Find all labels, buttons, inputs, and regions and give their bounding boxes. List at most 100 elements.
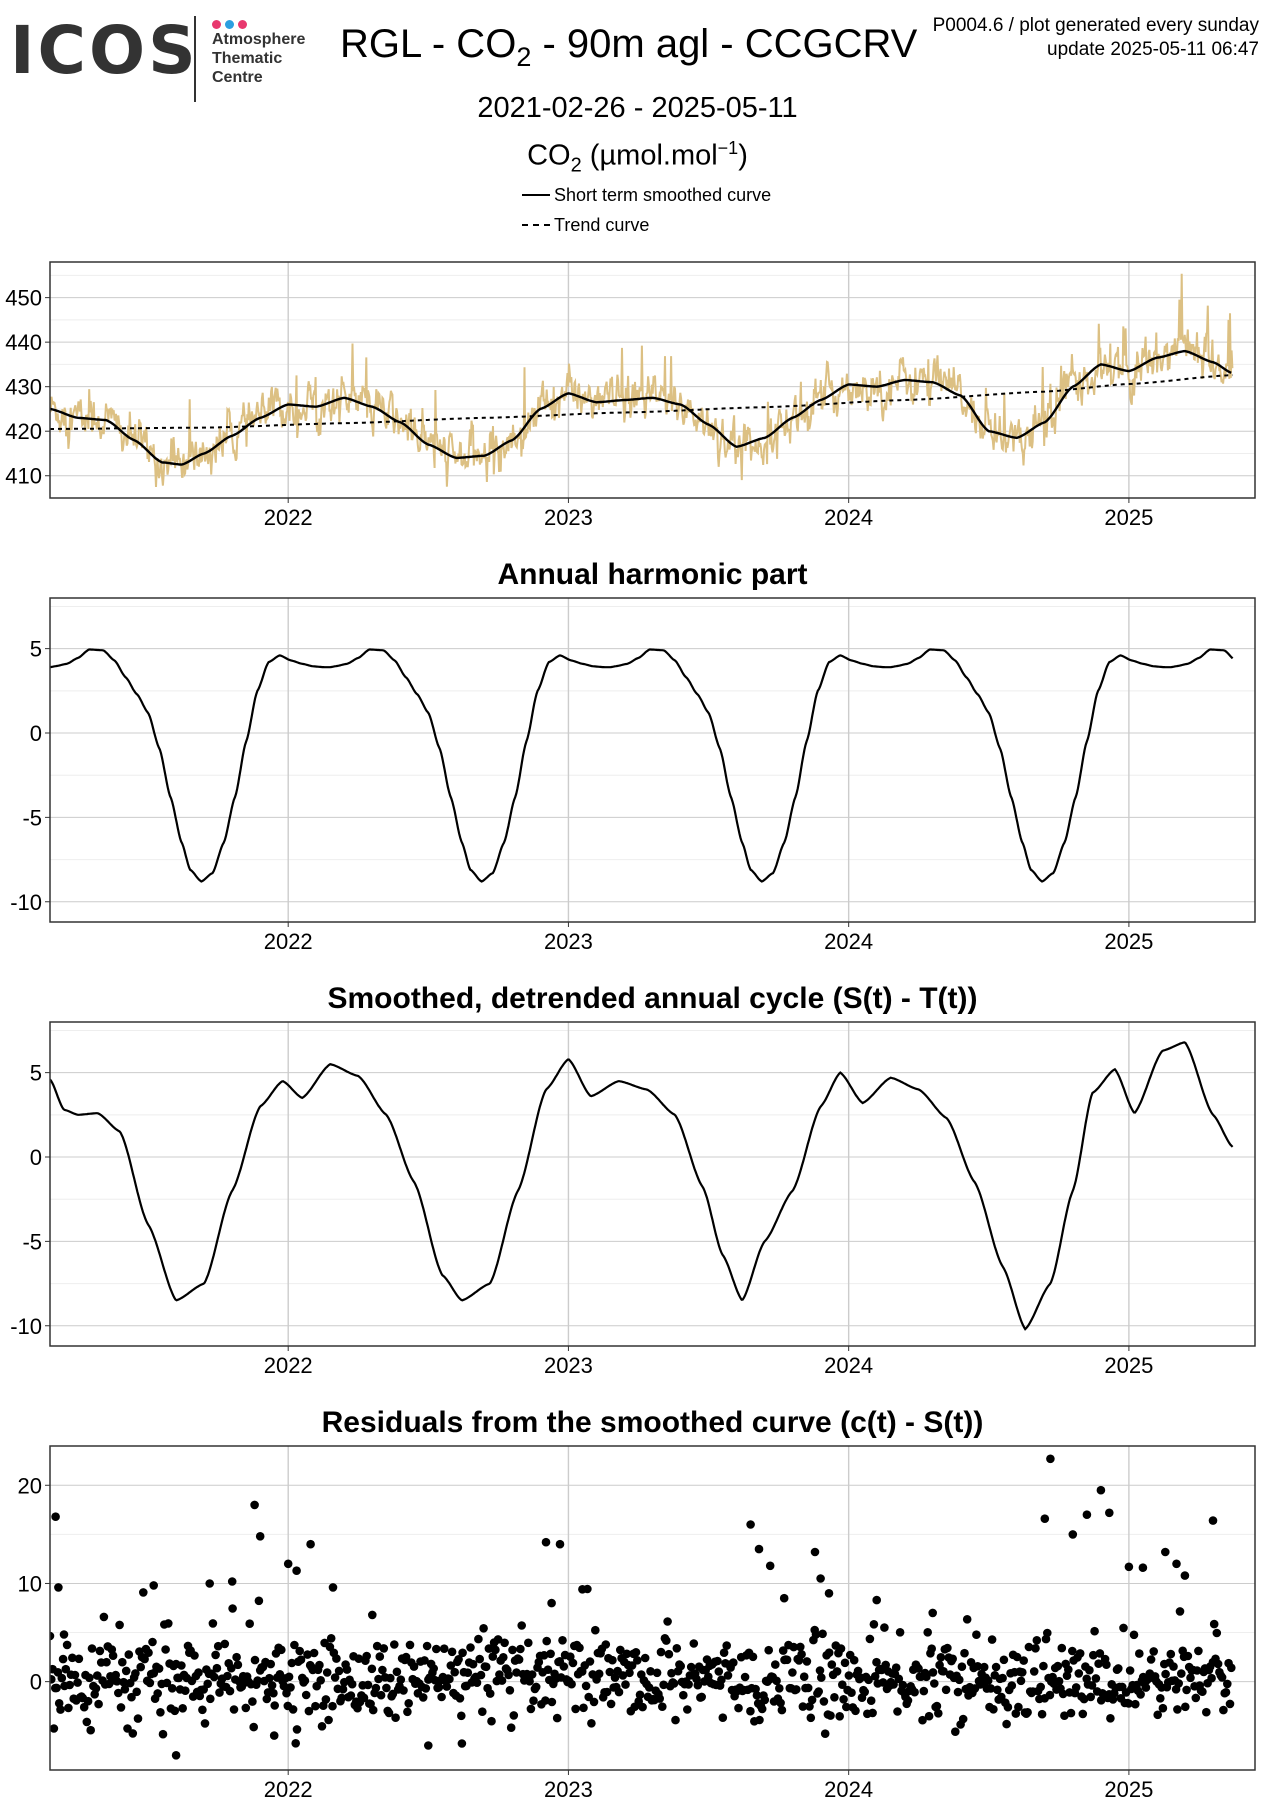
residual-point	[1105, 1508, 1114, 1518]
residual-point	[296, 1655, 306, 1664]
residual-point	[1046, 1454, 1055, 1464]
residual-point	[729, 1658, 738, 1667]
residual-point	[814, 1687, 823, 1696]
residual-point	[54, 1583, 63, 1592]
residual-point	[1096, 1485, 1106, 1495]
residual-point	[718, 1713, 728, 1722]
residual-point	[1087, 1681, 1097, 1690]
residual-point	[1068, 1530, 1078, 1539]
residual-point	[830, 1693, 839, 1702]
x-tick-label: 2025	[1104, 1353, 1153, 1378]
residual-point	[491, 1645, 500, 1655]
residual-point	[872, 1595, 881, 1605]
plot-area	[50, 273, 1234, 488]
date-range: 2021-02-26 - 2025-05-11	[477, 92, 798, 124]
residual-point	[277, 1645, 286, 1655]
residual-point	[989, 1705, 998, 1714]
residual-point	[223, 1671, 232, 1681]
residual-point	[868, 1708, 877, 1718]
residual-point	[853, 1666, 863, 1676]
residual-point	[585, 1657, 595, 1666]
legend-solid-line	[522, 194, 550, 196]
residual-point	[1149, 1647, 1158, 1656]
residual-point	[889, 1680, 898, 1689]
residual-point	[851, 1706, 860, 1716]
residual-point	[1036, 1682, 1045, 1692]
residual-point	[614, 1687, 624, 1697]
plot-area	[50, 1454, 1236, 1760]
residual-point	[342, 1665, 352, 1674]
residual-point	[64, 1703, 73, 1713]
residual-point	[463, 1668, 473, 1677]
residual-point	[112, 1677, 122, 1686]
residual-point	[286, 1683, 295, 1692]
residual-point	[936, 1653, 946, 1662]
residual-point	[375, 1652, 385, 1661]
residual-point	[315, 1660, 324, 1670]
x-tick-label: 2023	[544, 1777, 593, 1800]
residual-point	[881, 1660, 890, 1670]
residual-point	[248, 1697, 257, 1706]
residual-point	[367, 1664, 377, 1674]
residual-point	[618, 1671, 628, 1680]
residual-point	[923, 1628, 932, 1637]
residual-point	[962, 1615, 972, 1624]
residual-point	[455, 1694, 465, 1703]
residual-point	[734, 1703, 743, 1713]
residual-point	[943, 1643, 952, 1653]
residual-point	[953, 1687, 963, 1697]
residual-point	[267, 1681, 277, 1690]
residual-point	[601, 1640, 611, 1649]
residual-point	[194, 1668, 203, 1677]
residual-point	[806, 1713, 816, 1723]
residual-point	[689, 1639, 699, 1648]
residual-point	[578, 1585, 587, 1594]
residual-point	[755, 1715, 764, 1725]
residual-point	[1207, 1673, 1216, 1683]
residual-point	[1156, 1694, 1165, 1703]
residual-point	[880, 1623, 889, 1632]
residual-point	[1053, 1661, 1063, 1671]
residual-point	[1086, 1692, 1095, 1702]
residual-point	[717, 1675, 726, 1685]
residual-point	[322, 1668, 332, 1677]
residual-point	[205, 1579, 214, 1588]
residual-point	[62, 1640, 72, 1650]
residual-point	[434, 1683, 444, 1692]
residual-point	[671, 1715, 680, 1725]
residual-point	[288, 1705, 298, 1714]
residual-point	[499, 1653, 508, 1662]
residual-point	[667, 1668, 676, 1678]
residual-point	[1024, 1642, 1034, 1652]
residual-point	[82, 1717, 92, 1727]
residual-point	[1090, 1626, 1099, 1636]
residual-point	[295, 1646, 305, 1656]
residual-point	[114, 1688, 123, 1698]
residual-point	[547, 1697, 557, 1707]
residual-point	[514, 1655, 524, 1664]
residual-point	[287, 1658, 297, 1668]
residual-point	[746, 1706, 755, 1716]
residual-point	[328, 1701, 337, 1711]
residual-point	[633, 1656, 642, 1665]
residual-point	[543, 1665, 553, 1674]
residual-point	[1043, 1628, 1052, 1638]
residual-point	[164, 1619, 173, 1628]
residual-point	[475, 1654, 485, 1664]
residual-point	[457, 1739, 467, 1748]
residual-point	[1213, 1659, 1223, 1669]
residual-point	[1124, 1699, 1134, 1708]
residual-point	[208, 1619, 218, 1628]
residual-point	[429, 1664, 439, 1673]
residual-point	[646, 1667, 655, 1676]
panel-title: Residuals from the smoothed curve (c(t) …	[322, 1406, 984, 1439]
residual-point	[505, 1686, 515, 1695]
residual-point	[332, 1654, 341, 1663]
residual-point	[644, 1683, 654, 1692]
panel-frame	[49, 597, 1256, 923]
residual-point	[558, 1636, 567, 1645]
residual-point	[568, 1658, 578, 1668]
residual-point	[842, 1702, 851, 1712]
smoothed-curve	[50, 349, 1232, 466]
plot-area	[50, 648, 1234, 883]
